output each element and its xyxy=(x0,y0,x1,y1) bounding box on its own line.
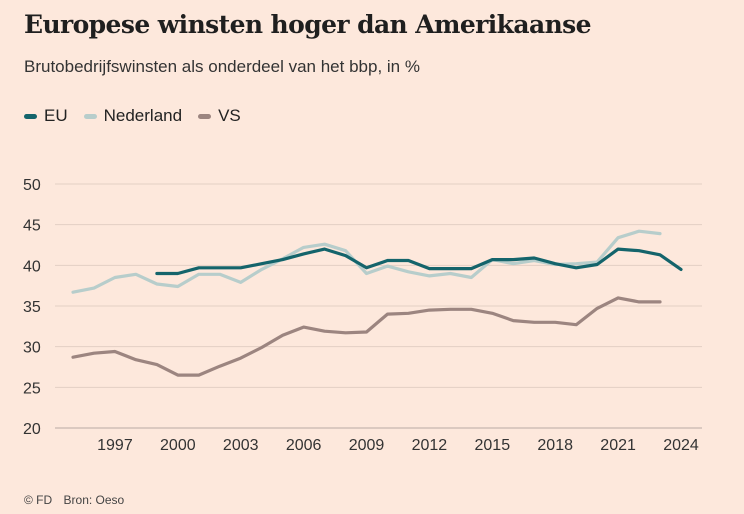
legend-label-eu: EU xyxy=(44,106,68,125)
x-tick-label-2021: 2021 xyxy=(600,437,636,454)
legend-swatch-vs xyxy=(198,113,212,119)
x-tick-label-2009: 2009 xyxy=(349,437,385,454)
copyright-text: © FD xyxy=(24,493,53,507)
legend-item-nederland: Nederland xyxy=(83,106,183,126)
legend-label-vs: VS xyxy=(218,106,241,125)
y-tick-label-25: 25 xyxy=(23,380,41,397)
y-tick-label-45: 45 xyxy=(23,218,41,235)
chart-footer: © FD Bron: Oeso xyxy=(24,493,124,507)
chart-legend: EU Nederland VS xyxy=(24,106,257,126)
y-tick-label-40: 40 xyxy=(23,258,41,275)
x-tick-label-2024: 2024 xyxy=(663,437,699,454)
y-tick-label-50: 50 xyxy=(23,177,41,194)
legend-item-eu: EU xyxy=(24,106,68,126)
x-tick-label-2003: 2003 xyxy=(223,437,259,454)
x-tick-label-2006: 2006 xyxy=(286,437,322,454)
chart-title: Europese winsten hoger dan Amerikaanse xyxy=(24,10,592,39)
legend-label-nederland: Nederland xyxy=(103,106,183,125)
legend-swatch-eu xyxy=(24,113,37,119)
x-tick-label-2000: 2000 xyxy=(160,437,196,454)
x-tick-label-2012: 2012 xyxy=(412,437,448,454)
y-tick-label-30: 30 xyxy=(23,340,41,357)
x-tick-label-2018: 2018 xyxy=(537,437,573,454)
legend-item-vs: VS xyxy=(198,106,241,126)
y-tick-label-35: 35 xyxy=(23,299,41,316)
x-tick-label-1997: 1997 xyxy=(97,437,133,454)
chart-subtitle: Brutobedrijfswinsten als onderdeel van h… xyxy=(24,57,420,76)
y-tick-label-20: 20 xyxy=(23,421,41,438)
source-text: Bron: Oeso xyxy=(63,493,125,507)
legend-swatch-nederland xyxy=(83,113,97,119)
series-line-vs xyxy=(71,296,662,377)
x-tick-label-2015: 2015 xyxy=(475,437,511,454)
series-line-nederland xyxy=(71,229,662,294)
series-line-eu xyxy=(155,247,683,276)
